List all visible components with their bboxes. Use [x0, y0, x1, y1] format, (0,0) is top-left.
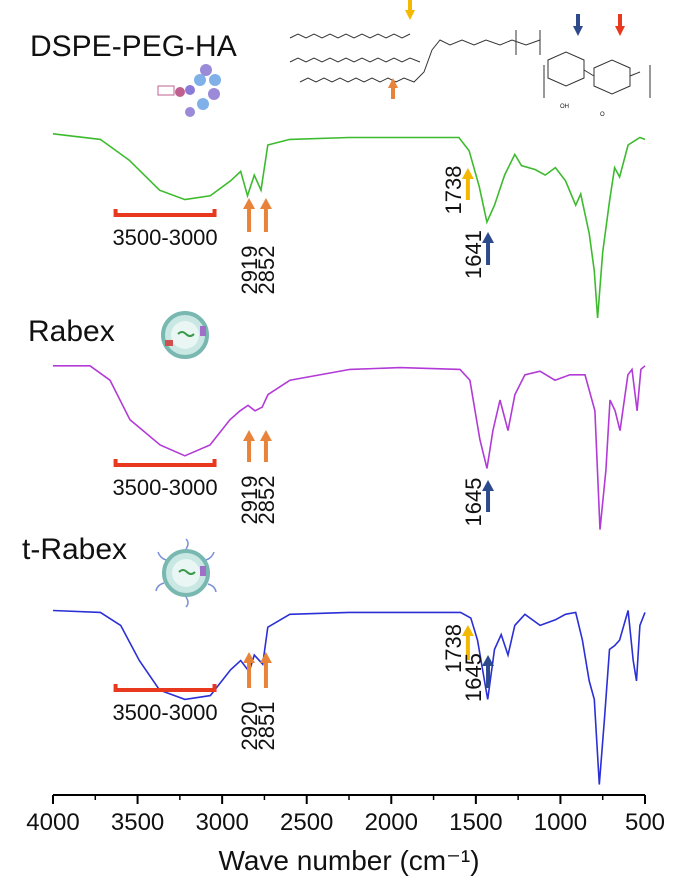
series-label: t-Rabex [22, 533, 127, 566]
targeted-liposome-icon [156, 539, 216, 607]
x-axis-title: Wave number (cm⁻¹) [218, 845, 479, 876]
peak-arrowhead [243, 430, 255, 441]
x-tick-label: 2500 [280, 809, 333, 836]
range-label: 3500-3000 [112, 225, 217, 250]
liposome-icon [163, 313, 207, 357]
peak-label: 1645 [461, 653, 486, 702]
peak-arrowhead [260, 198, 272, 209]
peak-label: 1645 [461, 478, 486, 527]
x-tick-label: 1000 [534, 809, 587, 836]
series-label: DSPE-PEG-HA [30, 30, 237, 63]
range-bar [116, 459, 215, 465]
peak-label: 2852 [254, 246, 279, 295]
spectrum-line [53, 611, 645, 785]
peak-arrowhead [243, 198, 255, 209]
peak-label: 1641 [461, 230, 486, 279]
spectrum-line [53, 366, 645, 530]
peak-label: 2851 [254, 702, 279, 751]
x-tick-label: 1500 [449, 809, 502, 836]
x-tick-label: 2000 [365, 809, 418, 836]
range-label: 3500-3000 [112, 700, 217, 725]
x-tick-label: 500 [625, 809, 665, 836]
series-label: Rabex [28, 315, 115, 348]
peak-label: 1738 [441, 166, 466, 215]
svg-text:OH: OH [560, 104, 569, 110]
x-tick-label: 4000 [26, 809, 79, 836]
peak-label: 2852 [254, 476, 279, 525]
range-bar [116, 684, 215, 690]
x-tick-label: 3000 [195, 809, 248, 836]
range-label: 3500-3000 [112, 475, 217, 500]
svg-text:O: O [600, 112, 605, 118]
x-tick-label: 3500 [111, 809, 164, 836]
peak-arrowhead [260, 430, 272, 441]
chart: OH O Wave number (cm⁻¹) 4000 3500 3000 2500 2… [0, 0, 681, 891]
molecule-structure: OH O [290, 0, 650, 118]
polymer-icon [158, 64, 221, 117]
peak-arrowhead [260, 652, 272, 663]
range-bar [116, 209, 215, 215]
